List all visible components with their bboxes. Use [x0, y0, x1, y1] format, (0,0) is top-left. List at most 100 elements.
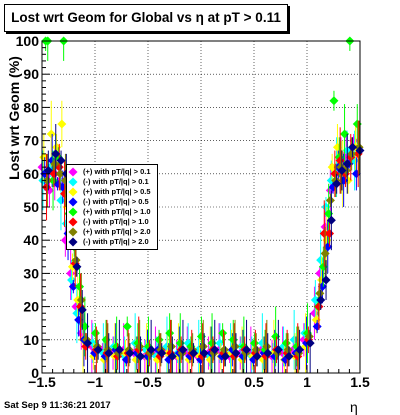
data-point [342, 159, 352, 169]
legend-label: (-) with pT/|q| > 2.0 [83, 237, 149, 246]
x-tick-label: −1.5 [28, 374, 56, 390]
legend-marker [68, 187, 78, 197]
legend-item: (+) with pT/|q| > 0.5 [67, 187, 157, 197]
y-tick-label: 50 [23, 199, 39, 215]
data-point [210, 345, 220, 355]
data-point [104, 348, 114, 358]
data-point [295, 345, 305, 355]
legend-item: (+) with pT/|q| > 2.0 [67, 227, 157, 237]
data-point [166, 341, 176, 351]
x-tick-label: −1 [87, 374, 103, 390]
y-tick-label: 20 [23, 299, 39, 315]
data-point [305, 338, 315, 348]
x-tick-label: 1.5 [350, 374, 370, 390]
x-tick-label: 0 [197, 374, 205, 390]
chart-title-suffix: at pT > 0.11 [203, 10, 281, 25]
datestamp: Sat Sep 9 11:36:21 2017 [4, 400, 111, 411]
data-point [146, 345, 156, 355]
y-tick-label: 0 [31, 365, 39, 381]
data-point [93, 345, 103, 355]
data-point [231, 348, 241, 358]
data-point [136, 351, 146, 361]
data-point [329, 96, 339, 106]
data-point [178, 345, 188, 355]
data-point [114, 345, 124, 355]
data-point [321, 275, 331, 285]
data-point [315, 288, 325, 298]
data-point [198, 341, 208, 351]
data-point [167, 351, 177, 361]
data-point [284, 351, 294, 361]
data-point [320, 248, 330, 258]
legend-item: (-) with pT/|q| > 0.1 [67, 177, 157, 187]
data-point [219, 345, 229, 355]
legend-marker [68, 167, 78, 177]
legend-item: (-) with pT/|q| > 2.0 [67, 237, 157, 247]
data-point [220, 351, 230, 361]
data-point [263, 348, 273, 358]
legend-marker [68, 227, 78, 237]
legend-marker [68, 197, 78, 207]
data-point [249, 338, 259, 348]
data-point [83, 338, 93, 348]
data-point [326, 215, 336, 225]
data-point [199, 348, 209, 358]
chart-title-prefix: Lost wrt Geom for Global vs [11, 10, 196, 25]
data-point [325, 195, 335, 205]
data-point [42, 175, 52, 185]
data-point [76, 295, 86, 305]
legend-label: (+) with pT/|q| > 2.0 [83, 227, 151, 236]
legend-label: (-) with pT/|q| > 0.5 [83, 197, 149, 206]
y-tick-label: 30 [23, 265, 39, 281]
x-axis-label: η [350, 399, 358, 415]
data-point [348, 142, 358, 152]
data-point [273, 345, 283, 355]
y-tick-label: 60 [23, 166, 39, 182]
y-tick-label: 100 [16, 33, 40, 49]
y-tick-label: 40 [23, 232, 39, 248]
data-point [46, 129, 56, 139]
x-tick-label: 1 [303, 374, 311, 390]
data-point [252, 351, 262, 361]
legend: (+) with pT/|q| > 0.1 (-) with pT/|q| > 0… [66, 164, 158, 250]
data-point [316, 295, 326, 305]
data-point [77, 305, 87, 315]
data-point [50, 159, 60, 169]
chart-title: Lost wrt Geom for Global vs η at pT > 0.… [4, 4, 288, 32]
data-point [43, 165, 53, 175]
data-point [51, 149, 61, 159]
data-point [337, 165, 347, 175]
data-point [135, 341, 145, 351]
data-point [189, 348, 199, 358]
legend-item: (+) with pT/|q| > 0.1 [67, 167, 157, 177]
y-axis-label: Lost wrt Geom (%) [6, 56, 22, 180]
legend-item: (-) with pT/|q| > 0.5 [67, 197, 157, 207]
data-point [262, 341, 272, 351]
legend-item: (-) with pT/|q| > 1.0 [67, 217, 157, 227]
legend-marker [68, 177, 78, 187]
data-point [283, 345, 293, 355]
data-point [122, 322, 132, 332]
legend-label: (-) with pT/|q| > 1.0 [83, 217, 149, 226]
y-tick-label: 70 [23, 133, 39, 149]
data-point [230, 341, 240, 351]
data-point [242, 345, 252, 355]
legend-label: (+) with pT/|q| > 1.0 [83, 207, 151, 216]
data-point [56, 156, 66, 166]
legend-item: (+) with pT/|q| > 1.0 [67, 207, 157, 217]
legend-label: (+) with pT/|q| > 0.5 [83, 187, 151, 196]
data-point [332, 179, 342, 189]
y-tick-label: 90 [23, 66, 39, 82]
chart-title-eta: η [195, 10, 204, 25]
x-tick-label: 0.5 [244, 374, 264, 390]
legend-marker [68, 207, 78, 217]
data-point [251, 345, 261, 355]
data-point [347, 149, 357, 159]
data-point [121, 355, 131, 365]
y-tick-label: 80 [23, 99, 39, 115]
data-point [71, 255, 81, 265]
legend-label: (+) with pT/|q| > 0.1 [83, 167, 151, 176]
data-point [319, 229, 329, 239]
data-point [72, 262, 82, 272]
